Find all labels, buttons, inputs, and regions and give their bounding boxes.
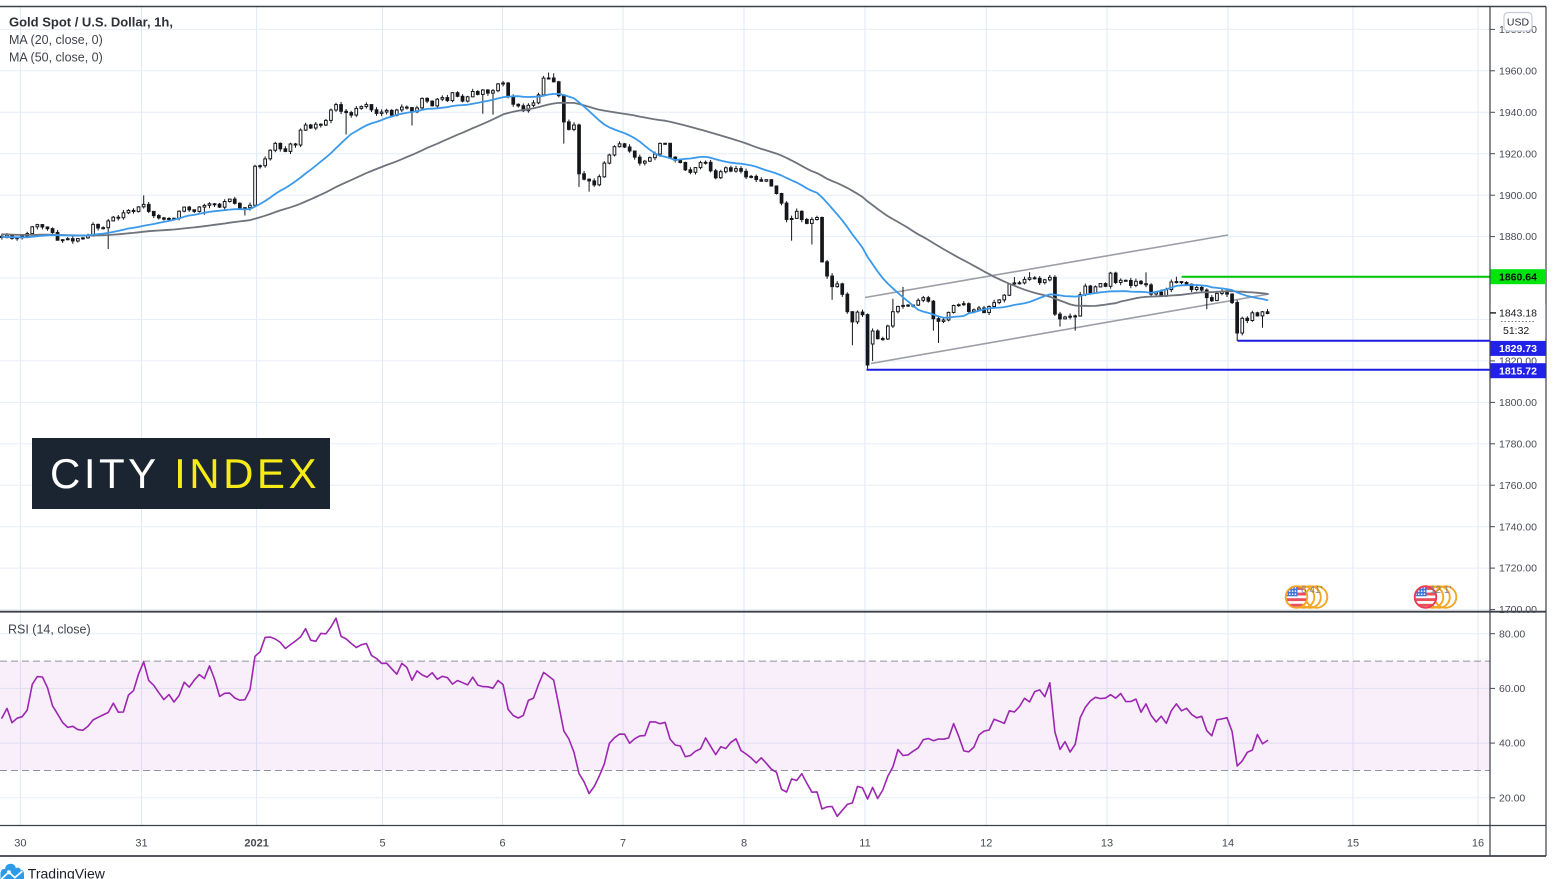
svg-text:20.00: 20.00 [1499,792,1525,804]
svg-text:12 1′: 12 1′ [1430,585,1451,596]
svg-text:1860.64: 1860.64 [1499,272,1537,284]
svg-text:1800.00: 1800.00 [1499,397,1537,409]
svg-text:USD: USD [1507,17,1530,29]
svg-text:80.00: 80.00 [1499,628,1525,640]
svg-text:MA (50, close, 0): MA (50, close, 0) [9,51,103,65]
svg-text:7: 7 [620,838,626,850]
svg-text:1740.00: 1740.00 [1499,521,1537,533]
svg-text:1829.73: 1829.73 [1499,343,1537,355]
svg-text:51:32: 51:32 [1503,325,1529,337]
svg-text:1900.00: 1900.00 [1499,190,1537,202]
svg-text:60.00: 60.00 [1499,683,1525,695]
svg-text:40.00: 40.00 [1499,738,1525,750]
svg-text:1780.00: 1780.00 [1499,438,1537,450]
svg-text:1720.00: 1720.00 [1499,563,1537,575]
svg-text:2021: 2021 [244,838,268,850]
svg-text:1700.00: 1700.00 [1499,604,1537,616]
svg-text:1920.00: 1920.00 [1499,148,1537,160]
svg-text:1760.00: 1760.00 [1499,480,1537,492]
svg-text:12: 12 [980,838,992,850]
svg-text:13: 13 [1101,838,1113,850]
svg-text:1815.72: 1815.72 [1499,366,1537,378]
svg-text:CITY INDEX: CITY INDEX [50,450,320,497]
svg-text:RSI (14, close): RSI (14, close) [8,623,91,637]
svg-text:31: 31 [135,838,147,850]
svg-text:Gold Spot / U.S. Dollar, 1h,: Gold Spot / U.S. Dollar, 1h, [9,15,173,30]
svg-text:TradingView: TradingView [28,866,106,879]
svg-text:1843.18: 1843.18 [1499,308,1537,320]
svg-text:15: 15 [1347,838,1359,850]
svg-text:6: 6 [499,838,505,850]
svg-text:1940.00: 1940.00 [1499,107,1537,119]
svg-text:1960.00: 1960.00 [1499,65,1537,77]
svg-text:16: 16 [1472,838,1484,850]
svg-text:30: 30 [14,838,26,850]
svg-text:14: 14 [1222,838,1234,850]
svg-text:8: 8 [741,838,747,850]
svg-text:5: 5 [379,838,385,850]
svg-text:11: 11 [859,838,870,850]
svg-text:MA (20, close, 0): MA (20, close, 0) [9,33,103,47]
svg-text:6 41′: 6 41′ [1301,585,1322,596]
svg-text:1880.00: 1880.00 [1499,231,1537,243]
